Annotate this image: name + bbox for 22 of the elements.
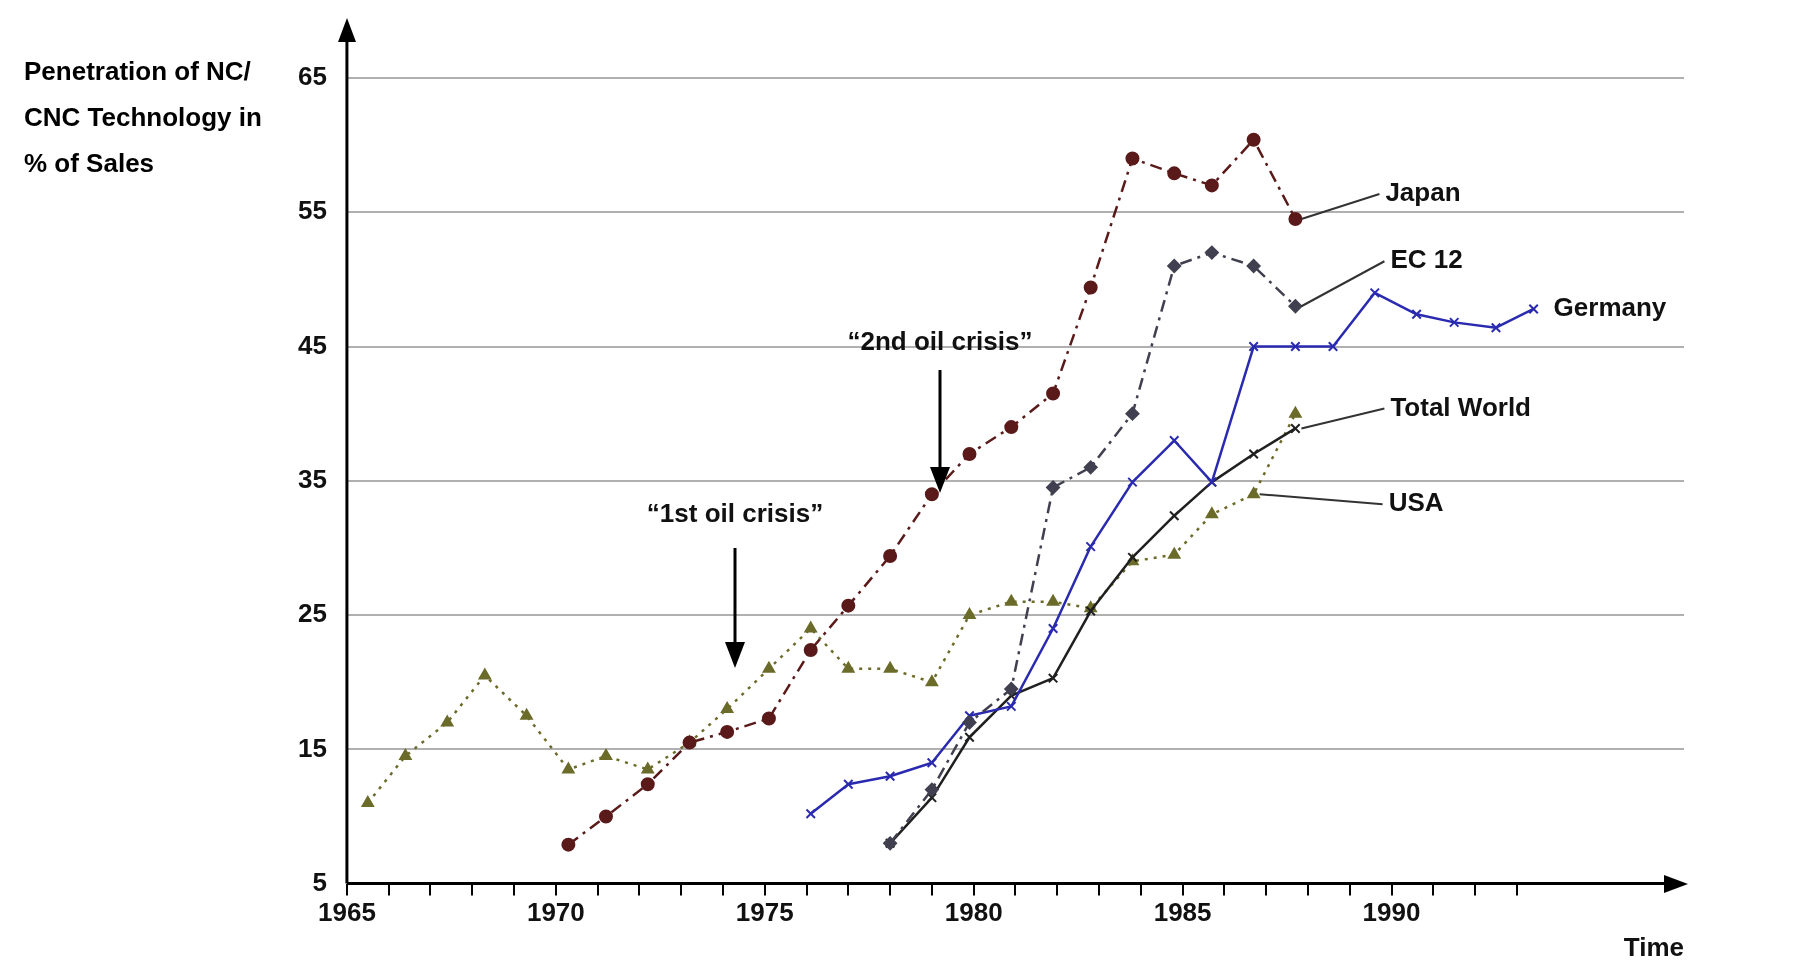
y-tick-label: 5	[312, 866, 327, 897]
y-tick-label: 25	[298, 598, 327, 629]
annotation: “2nd oil crisis”	[847, 326, 1033, 357]
text: Japan	[1385, 177, 1461, 208]
y-tick-label: 65	[298, 61, 327, 92]
series-label: Germany	[1553, 292, 1667, 323]
x-tick-label: 1980	[944, 897, 1003, 928]
y-tick-label: 55	[298, 195, 327, 226]
y-tick-label: 35	[298, 463, 327, 494]
y-tick-label: 45	[298, 329, 327, 360]
text: Total World	[1390, 391, 1531, 422]
y-tick-label: 15	[298, 732, 327, 763]
text: USA	[1388, 487, 1444, 518]
x-tick-label: 1985	[1153, 897, 1212, 928]
x-tick-label: 1970	[526, 897, 585, 928]
annotation: “1st oil crisis”	[646, 498, 824, 529]
x-tick-label: 1965	[318, 897, 376, 928]
text: EC 12	[1390, 244, 1463, 275]
x-tick-label: 1990	[1362, 897, 1421, 928]
x-axis-title: Time	[1623, 931, 1684, 962]
y-axis-title: Penetration of NC/ CNC Technology in % of Sales	[24, 56, 262, 179]
x-tick-label: 1975	[735, 897, 794, 928]
